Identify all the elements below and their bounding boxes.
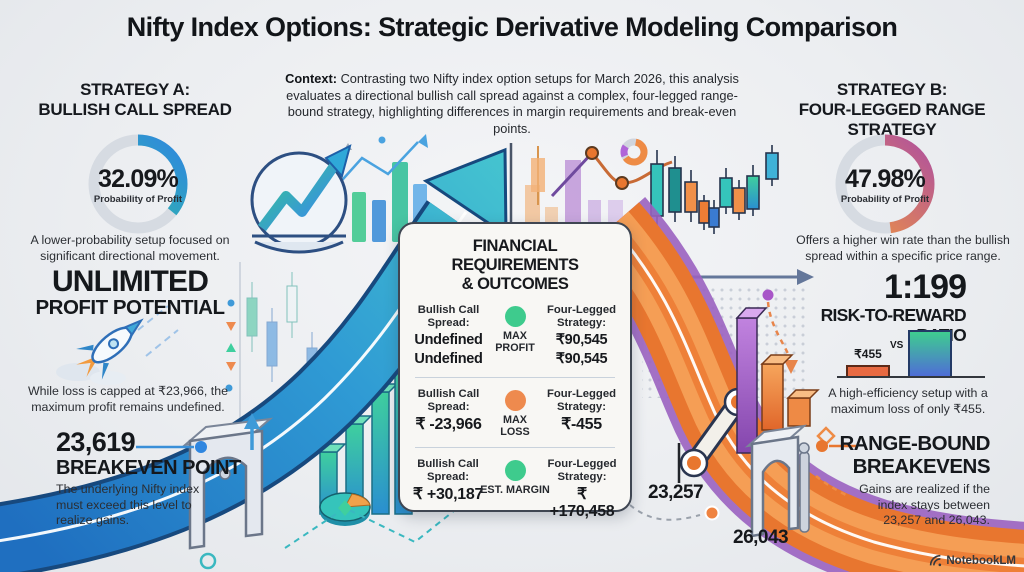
breakeven-point-block: 23,619 BREAKEVEN POINT The underlying Ni… — [56, 428, 246, 529]
strategy-b-description: Offers a higher win rate than the bullis… — [796, 233, 1010, 263]
strategy-a-description: A lower-probability setup focused on sig… — [30, 233, 230, 263]
metric-dot — [504, 390, 526, 411]
pie-3d-icon — [319, 492, 371, 526]
page-title: Nifty Index Options: Strategic Derivativ… — [126, 12, 898, 42]
metric-label: MAX LOSS — [500, 414, 530, 438]
strategy-a-loss-note: While loss is capped at ₹23,966, the max… — [27, 384, 229, 414]
panel-row-est-margin: Bullish Call Spread: ₹ +30,187 EST. MARG… — [409, 458, 621, 520]
metric-label: EST. MARGIN — [480, 484, 550, 496]
context-paragraph: Context: Contrasting two Nifty index opt… — [277, 71, 747, 137]
row-left-label: Bullish Call Spread: — [417, 458, 479, 483]
upper-breakeven-label: 26,043 — [733, 527, 789, 548]
notebooklm-attribution: NotebookLM — [929, 554, 1016, 567]
strategy-a-probability-donut: 32.09% Probability of Profit — [83, 129, 193, 239]
strategy-b-heading: STRATEGY B: FOUR-LEGGED RANGE STRATEGY — [798, 80, 986, 139]
breakeven-note: The underlying Nifty index must exceed t… — [56, 482, 200, 527]
dashed-valley-path — [629, 504, 701, 521]
loss-bar-label: ₹455 — [854, 347, 882, 361]
breakeven-label: BREAKEVEN POINT — [56, 457, 241, 479]
panel-divider — [415, 377, 615, 378]
row-left-value: Undefined — [414, 332, 483, 348]
row-right-value: ₹-455 — [561, 416, 602, 433]
risk-reward-value: 1:199 — [884, 268, 967, 306]
metric-dot — [504, 460, 526, 481]
range-connector — [816, 440, 856, 452]
efficiency-note: A high-efficiency setup with a maximum l… — [828, 386, 988, 416]
dashed-drop-path — [762, 289, 798, 374]
rocket-icon — [56, 305, 179, 385]
tick-markers — [225, 299, 236, 392]
breakeven-connector-a — [136, 441, 207, 453]
row-right-label: Four-Legged Strategy: — [546, 388, 616, 413]
panel-row-max-loss: Bullish Call Spread: ₹ -23,966 MAX LOSS … — [409, 388, 621, 438]
strategy-a-probability-label: Probability of Profit — [93, 194, 183, 205]
row-right-value: ₹90,545 — [555, 332, 608, 348]
lower-breakeven-label: 23,257 — [648, 482, 704, 503]
range-label: RANGE-BOUND BREAKEVENS — [839, 432, 990, 478]
notebooklm-text: NotebookLM — [946, 554, 1016, 567]
context-text: Contrasting two Nifty index option setup… — [286, 71, 739, 136]
breakeven-value: 23,619 — [56, 427, 136, 457]
row-left-value: ₹ +30,187 — [412, 486, 484, 503]
up-arrow-blue — [244, 413, 260, 450]
right-arch-gate — [744, 424, 810, 538]
strategy-b-probability-donut: 47.98% Probability of Profit — [830, 129, 940, 239]
right-candlestick-chart — [650, 145, 779, 234]
strategy-a-heading: STRATEGY A: BULLISH CALL SPREAD — [38, 80, 232, 119]
metric-label: MAX PROFIT — [495, 330, 535, 354]
circle-marker — [199, 552, 217, 570]
loss-vs-reward-chart: ₹455 VS — [835, 328, 995, 382]
panel-title: FINANCIAL REQUIREMENTS & OUTCOMES — [451, 237, 579, 293]
trend-badge-icon — [250, 144, 352, 254]
row-right-label: Four-Legged Strategy: — [546, 304, 616, 329]
row-left-value: Undefined — [414, 351, 483, 367]
metric-dot — [504, 306, 526, 327]
valley-dot — [704, 505, 720, 521]
row-right-label: Four-Legged Strategy: — [547, 458, 617, 483]
context-label: Context: — [285, 71, 337, 86]
range-bound-block: RANGE-BOUND BREAKEVENS Gains are realize… — [828, 432, 990, 529]
row-left-label: Bullish Call Spread: — [417, 304, 480, 329]
row-right-value: ₹90,545 — [555, 351, 608, 367]
range-note: Gains are realized if the index stays be… — [859, 482, 990, 527]
strategy-b-probability-value: 47.98% — [845, 165, 926, 193]
notebooklm-icon — [930, 554, 942, 567]
small-loss-bar — [846, 365, 890, 378]
dashed-path-left — [284, 497, 471, 549]
panel-row-max-profit: Bullish Call Spread: Undefined Undefined… — [409, 304, 621, 368]
unlimited-profit-block: UNLIMITED PROFIT POTENTIAL — [35, 265, 225, 319]
row-right-value: ₹ +170,458 — [549, 486, 615, 520]
tall-reward-bar — [908, 330, 952, 378]
strategy-b-probability-label: Probability of Profit — [840, 194, 930, 205]
right-3d-bars — [735, 307, 820, 454]
panel-divider — [415, 447, 615, 448]
row-left-label: Bullish Call Spread: — [417, 388, 480, 413]
dashed-orange-trail — [815, 475, 849, 498]
diamond-marker — [338, 500, 352, 516]
strategy-a-probability-value: 32.09% — [98, 165, 179, 193]
financial-requirements-panel: FINANCIAL REQUIREMENTS & OUTCOMES Bullis… — [398, 222, 632, 520]
mini-donut-icon — [620, 138, 648, 166]
vs-label: VS — [890, 340, 904, 351]
row-left-value: ₹ -23,966 — [415, 416, 482, 433]
